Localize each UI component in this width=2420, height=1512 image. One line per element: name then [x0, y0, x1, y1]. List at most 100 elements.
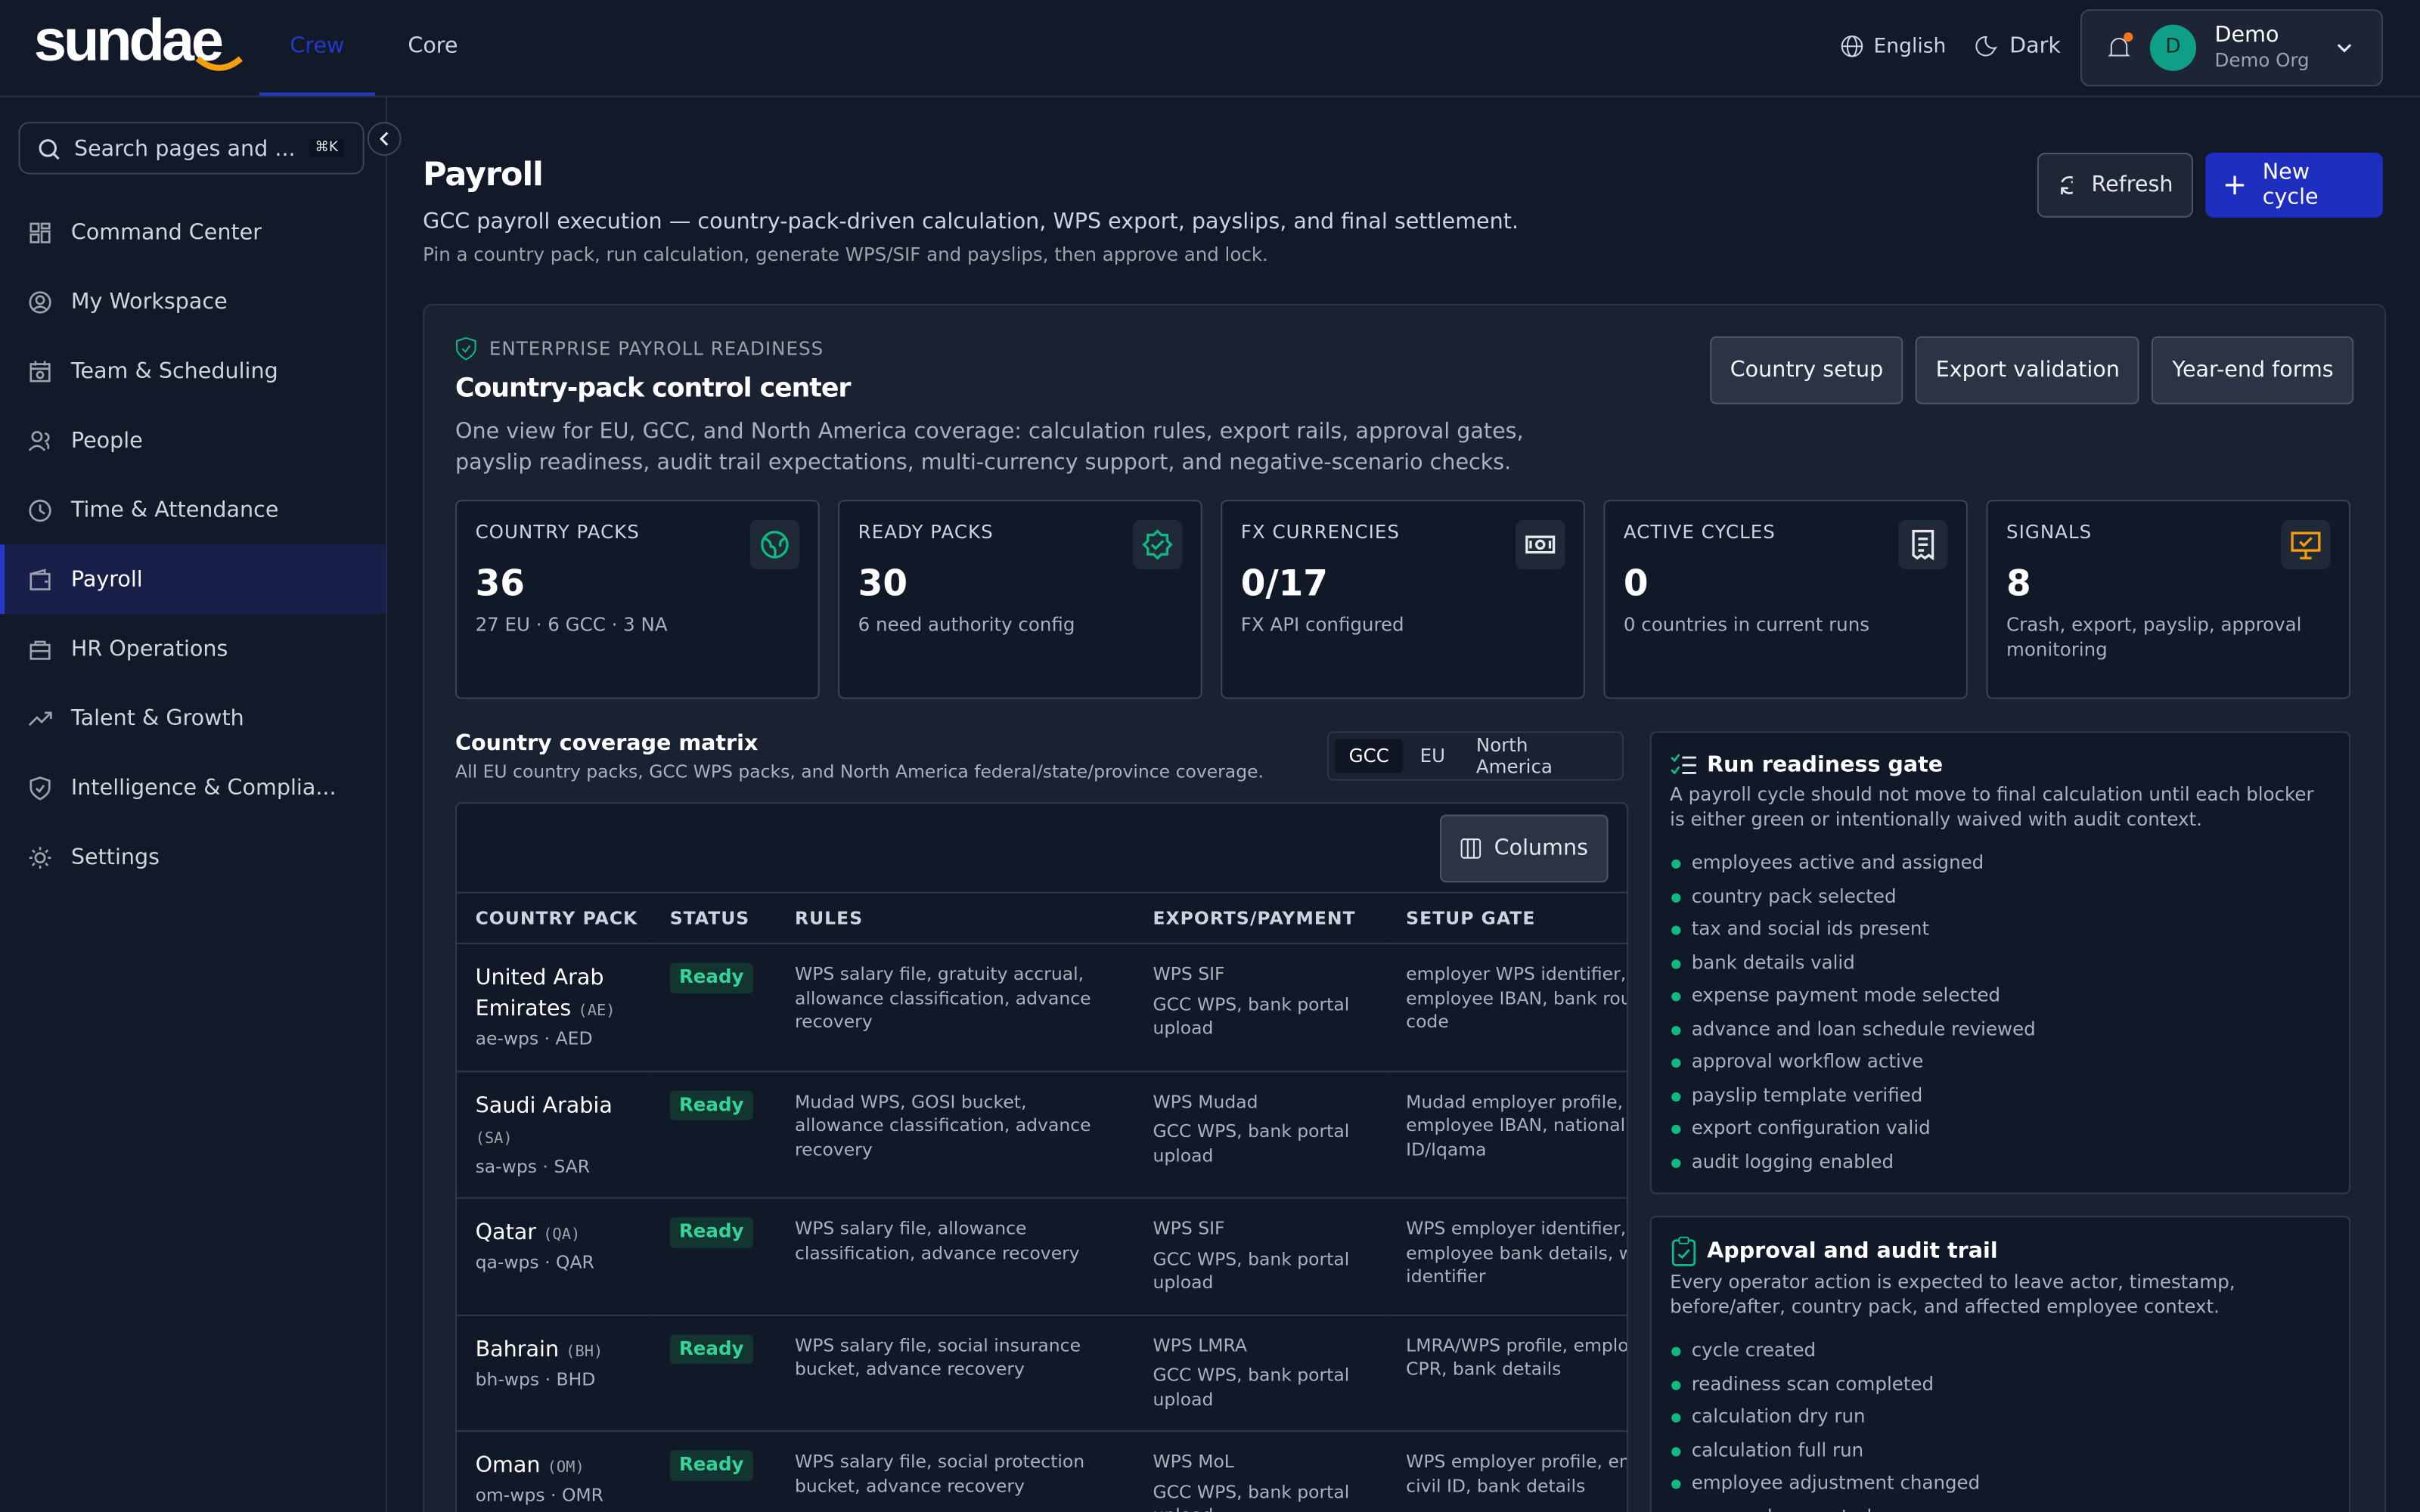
- nav-item[interactable]: People: [0, 406, 386, 476]
- stat-value: 30: [858, 564, 908, 605]
- stat-card: ACTIVE CYCLES 0 0 countries in current run…: [1603, 500, 1969, 699]
- nav-item[interactable]: HR Operations: [0, 614, 386, 683]
- new-cycle-button[interactable]: New cycle: [2205, 153, 2383, 218]
- country-cell: Bahrain (BH) bh-wps · BHD: [457, 1314, 652, 1432]
- checklist-item: cycle created: [1670, 1334, 2330, 1368]
- country-label: United Arab Emirates: [475, 965, 604, 1022]
- setup-cell: WPS employer profile, employee civil ID,…: [1387, 1430, 1627, 1512]
- nav-label: Time & Attendance: [70, 497, 279, 522]
- nav-icon: [28, 711, 52, 726]
- nav-icon: [29, 776, 51, 800]
- rules-cell: Mudad WPS, GOSI bucket, allowance classi…: [776, 1070, 1134, 1199]
- country-pack: bh-wps · BHD: [475, 1368, 596, 1390]
- country-code: (OM): [547, 1459, 585, 1477]
- nav-icon: [29, 290, 51, 313]
- theme-switch[interactable]: Dark: [1975, 34, 2061, 59]
- matrix-subtitle: All EU country packs, GCC WPS packs, and…: [455, 761, 1264, 782]
- exports-cell: WPS Mudad GCC WPS, bank portal upload: [1134, 1070, 1388, 1199]
- bell-icon[interactable]: [2104, 32, 2135, 64]
- region-tab[interactable]: North America: [1475, 734, 1553, 778]
- column-header: RULES: [776, 891, 1134, 944]
- table-body: United Arab Emirates (AE) ae-wps · AED Rea…: [457, 943, 1627, 1512]
- setup-cell: LMRA/WPS profile, employee CPR, bank det…: [1387, 1314, 1627, 1432]
- panel-button[interactable]: Export validation: [1916, 336, 2140, 404]
- panel-description: One view for EU, GCC, and North America …: [455, 420, 1524, 476]
- columns-button[interactable]: Columns: [1440, 814, 1609, 883]
- nav-icon: [28, 430, 50, 451]
- exports-cell: WPS LMRA GCC WPS, bank portal upload: [1134, 1314, 1388, 1432]
- setup-cell: WPS employer identifier, employee bank d…: [1387, 1198, 1627, 1315]
- nav-item[interactable]: My Workspace: [0, 267, 386, 336]
- search-icon: [39, 139, 60, 160]
- eyebrow: ENTERPRISE PAYROLL READINESS: [455, 336, 824, 361]
- column-header: STATUS: [651, 891, 777, 944]
- user-menu[interactable]: D Demo Demo Org: [2080, 9, 2383, 87]
- nav-icon: [29, 846, 51, 868]
- theme-label: Dark: [2009, 33, 2061, 59]
- stat-icon-glyph: [1912, 529, 1934, 561]
- plus-icon: [2225, 175, 2245, 195]
- stat-icon-glyph: [1525, 535, 1556, 554]
- nav-item[interactable]: Team & Scheduling: [0, 336, 386, 406]
- brand[interactable]: sundae: [33, 9, 224, 74]
- search-box[interactable]: Search pages and ... ⌘K: [18, 122, 365, 175]
- eyebrow-label: ENTERPRISE PAYROLL READINESS: [489, 337, 824, 360]
- shortcut: ⌘K: [309, 138, 345, 158]
- country-name: Saudi Arabia (SA): [476, 1090, 633, 1155]
- refresh-button[interactable]: Refresh: [2037, 153, 2193, 218]
- nav-label: People: [70, 428, 143, 453]
- nav-item[interactable]: Command Center: [0, 197, 386, 267]
- stat-label: FX CURRENCIES: [1240, 521, 1400, 544]
- nav-item[interactable]: Settings: [0, 823, 386, 892]
- country-code: (AE): [578, 1002, 616, 1020]
- region-tabs: GCC EU North America: [1327, 731, 1624, 781]
- sidebar: Search pages and ... ⌘K Command Center My…: [0, 97, 402, 1512]
- card-title: Approval and audit trail: [1670, 1236, 2330, 1267]
- page-subtitle: GCC payroll execution — country-pack-dri…: [423, 209, 1519, 235]
- audit-list: cycle created readiness scan completed cal…: [1670, 1334, 2330, 1512]
- country-pack: ae-wps · AED: [475, 1027, 593, 1049]
- stat-label: ACTIVE CYCLES: [1623, 521, 1776, 544]
- stat-label: READY PACKS: [858, 521, 994, 544]
- clipboard-icon: [1671, 1236, 1696, 1266]
- checklist-item: country pack selected: [1670, 880, 2330, 913]
- column-header: SETUP GATE: [1387, 891, 1627, 944]
- panel-button[interactable]: Country setup: [1710, 336, 1903, 404]
- nav-item[interactable]: Payroll: [0, 544, 386, 615]
- setup-cell: employer WPS identifier, employee IBAN, …: [1387, 943, 1627, 1072]
- stat-icon: [749, 519, 800, 570]
- top-nav-tab[interactable]: Crew: [259, 0, 375, 96]
- checklist-item: calculation full run: [1670, 1434, 2330, 1467]
- nav-item[interactable]: Talent & Growth: [0, 683, 386, 753]
- table-row: United Arab Emirates (AE) ae-wps · AED Rea…: [457, 943, 1627, 1072]
- nav-item[interactable]: Time & Attendance: [0, 476, 386, 545]
- stat-icon-glyph: [2291, 531, 2321, 559]
- top-nav-tab[interactable]: Core: [408, 33, 458, 59]
- language-switch[interactable]: English: [1840, 34, 1946, 59]
- stat-note: 6 need authority config: [858, 614, 1075, 636]
- status-cell: Ready: [651, 1070, 777, 1199]
- nav-item[interactable]: Intelligence & Complia...: [0, 753, 386, 823]
- region-tab[interactable]: EU: [1419, 745, 1446, 767]
- nav-icon: [29, 360, 51, 382]
- nav-label: My Workspace: [70, 289, 228, 314]
- payment-rail: GCC WPS, bank portal upload: [1153, 993, 1350, 1039]
- export-format: WPS SIF: [1153, 962, 1225, 985]
- shield-icon: [456, 336, 476, 361]
- page-title: Payroll: [423, 156, 544, 194]
- checklist-item: employees active and assigned: [1670, 847, 2330, 880]
- topbar: sundae Crew Core English Dark D Demo Dem…: [0, 0, 2420, 98]
- refresh-icon: [2061, 175, 2074, 195]
- export-format: WPS SIF: [1153, 1217, 1225, 1239]
- stat-icon: [1898, 519, 1948, 570]
- nav-label: Intelligence & Complia...: [70, 775, 337, 801]
- panel-button[interactable]: Year-end forms: [2152, 336, 2354, 404]
- nav-label: Settings: [70, 844, 160, 869]
- collapse-button[interactable]: [367, 122, 402, 156]
- status-cell: Ready: [651, 1198, 777, 1315]
- region-tab[interactable]: GCC: [1335, 739, 1404, 773]
- table-header: COUNTRY PACK STATUS RULES EXPORTS/PAYMENT SE…: [457, 891, 1627, 944]
- button-label: New cycle: [2262, 160, 2319, 210]
